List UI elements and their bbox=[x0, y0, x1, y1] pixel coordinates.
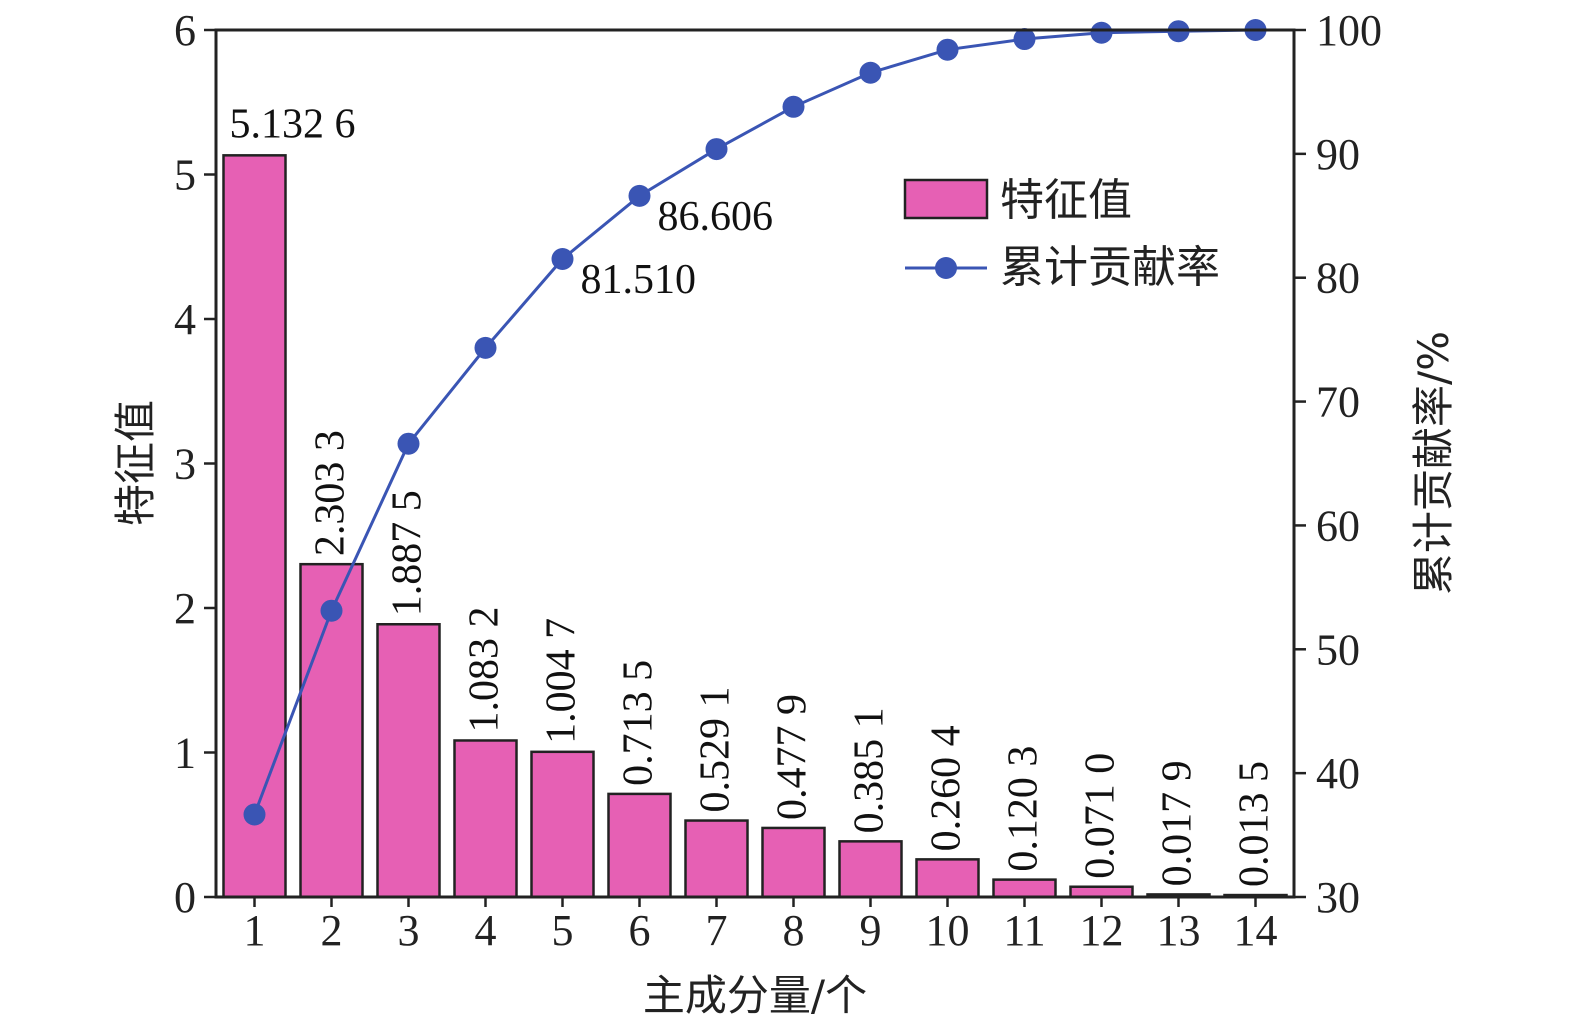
bar-1 bbox=[222, 154, 287, 899]
bar-label-2: 2.303 3 bbox=[308, 430, 354, 556]
line-point-2 bbox=[320, 599, 343, 622]
bar-7 bbox=[684, 819, 749, 899]
legend-line-marker bbox=[935, 257, 957, 279]
y-tick-label-1: 1 bbox=[174, 729, 196, 778]
y-tick-label-6: 6 bbox=[174, 6, 196, 55]
legend-bar-label: 特征值 bbox=[1000, 175, 1132, 226]
x-tick-label-1: 1 bbox=[244, 906, 266, 955]
bar-5 bbox=[530, 750, 595, 899]
bar-label-10: 0.260 4 bbox=[924, 725, 970, 851]
bar-6 bbox=[607, 792, 672, 899]
bar-label-7: 0.529 1 bbox=[693, 687, 739, 813]
x-tick-label-10: 10 bbox=[926, 906, 970, 955]
y2-axis-title: 累计贡献率/% bbox=[1409, 331, 1458, 595]
bar-label-8: 0.477 9 bbox=[770, 694, 816, 820]
x-axis-title: 主成分量/个 bbox=[643, 971, 867, 1020]
bar-label-12: 0.071 0 bbox=[1078, 753, 1124, 879]
x-tick-label-9: 9 bbox=[860, 906, 882, 955]
line-point-8 bbox=[782, 95, 805, 118]
legend-line-label: 累计贡献率 bbox=[1000, 242, 1220, 293]
bar-label-13: 0.017 9 bbox=[1155, 760, 1201, 886]
bar-4 bbox=[453, 739, 518, 899]
bar-label-5: 1.004 7 bbox=[539, 618, 585, 744]
y-tick-label-2: 2 bbox=[174, 584, 196, 633]
x-tick-label-6: 6 bbox=[629, 906, 651, 955]
x-tick-label-14: 14 bbox=[1234, 906, 1278, 955]
y2-tick-label-30: 30 bbox=[1316, 873, 1360, 922]
line-point-1 bbox=[243, 803, 266, 826]
line-annotation-6: 86.606 bbox=[658, 194, 774, 240]
line-point-5 bbox=[551, 248, 574, 271]
bar-value-labels: 5.132 6 2.303 3 1.887 5 1.083 2 1.004 7 0.713… bbox=[230, 101, 1278, 887]
x-axis: 1 2 3 4 5 6 7 8 9 10 11 12 13 14 bbox=[244, 897, 1278, 955]
y2-tick-label-40: 40 bbox=[1316, 749, 1360, 798]
bar-label-6: 0.713 5 bbox=[616, 660, 662, 786]
x-tick-label-2: 2 bbox=[321, 906, 343, 955]
bar-3 bbox=[376, 623, 441, 899]
line-series bbox=[243, 19, 1267, 826]
y2-tick-label-60: 60 bbox=[1316, 501, 1360, 550]
y-axis-title: 特征值 bbox=[111, 400, 160, 526]
bar-label-4: 1.083 2 bbox=[462, 606, 508, 732]
bar-label-11: 0.120 3 bbox=[1001, 746, 1047, 872]
x-tick-label-13: 13 bbox=[1157, 906, 1201, 955]
x-tick-label-4: 4 bbox=[475, 906, 497, 955]
legend: 特征值 累计贡献率 bbox=[903, 175, 1220, 293]
line-point-9 bbox=[859, 61, 882, 84]
x-tick-label-11: 11 bbox=[1003, 906, 1045, 955]
bar-8 bbox=[761, 826, 826, 899]
line-annotations: 81.510 86.606 bbox=[581, 194, 774, 303]
bar-9 bbox=[838, 840, 903, 899]
y-tick-label-5: 5 bbox=[174, 151, 196, 200]
x-tick-label-7: 7 bbox=[706, 906, 728, 955]
line-point-7 bbox=[705, 138, 728, 161]
y2-tick-label-50: 50 bbox=[1316, 625, 1360, 674]
bar-label-3: 1.887 5 bbox=[385, 490, 431, 616]
y-tick-label-0: 0 bbox=[174, 873, 196, 922]
bar-11 bbox=[992, 878, 1057, 899]
bar-series bbox=[222, 154, 1288, 899]
bar-10 bbox=[915, 858, 980, 899]
line-point-12 bbox=[1090, 21, 1113, 44]
x-tick-label-12: 12 bbox=[1080, 906, 1124, 955]
legend-bar-swatch bbox=[903, 178, 989, 220]
bar-label-9: 0.385 1 bbox=[847, 707, 893, 833]
line-point-3 bbox=[397, 432, 420, 455]
y-tick-label-4: 4 bbox=[174, 295, 196, 344]
bar-label-14: 0.013 5 bbox=[1232, 761, 1278, 887]
y2-tick-label-80: 80 bbox=[1316, 254, 1360, 303]
y2-tick-label-90: 90 bbox=[1316, 130, 1360, 179]
line-point-10 bbox=[936, 38, 959, 61]
line-point-11 bbox=[1013, 28, 1036, 51]
x-tick-label-8: 8 bbox=[783, 906, 805, 955]
y-axis-right: 30 40 50 60 70 80 90 100 bbox=[1294, 6, 1382, 922]
line-point-6 bbox=[628, 184, 651, 207]
x-tick-label-5: 5 bbox=[552, 906, 574, 955]
cumulative-line bbox=[253, 28, 1256, 816]
bar-label-1: 5.132 6 bbox=[230, 101, 356, 147]
y2-tick-label-100: 100 bbox=[1316, 6, 1382, 55]
y-axis-left: 0 1 2 3 4 5 6 bbox=[174, 6, 216, 922]
line-point-4 bbox=[474, 336, 497, 359]
line-annotation-5: 81.510 bbox=[581, 257, 697, 303]
bar-12 bbox=[1069, 885, 1134, 899]
y-tick-label-3: 3 bbox=[174, 440, 196, 489]
x-tick-label-3: 3 bbox=[398, 906, 420, 955]
y2-tick-label-70: 70 bbox=[1316, 378, 1360, 427]
